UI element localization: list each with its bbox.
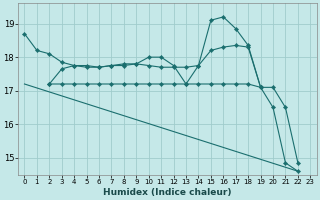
X-axis label: Humidex (Indice chaleur): Humidex (Indice chaleur) [103,188,232,197]
